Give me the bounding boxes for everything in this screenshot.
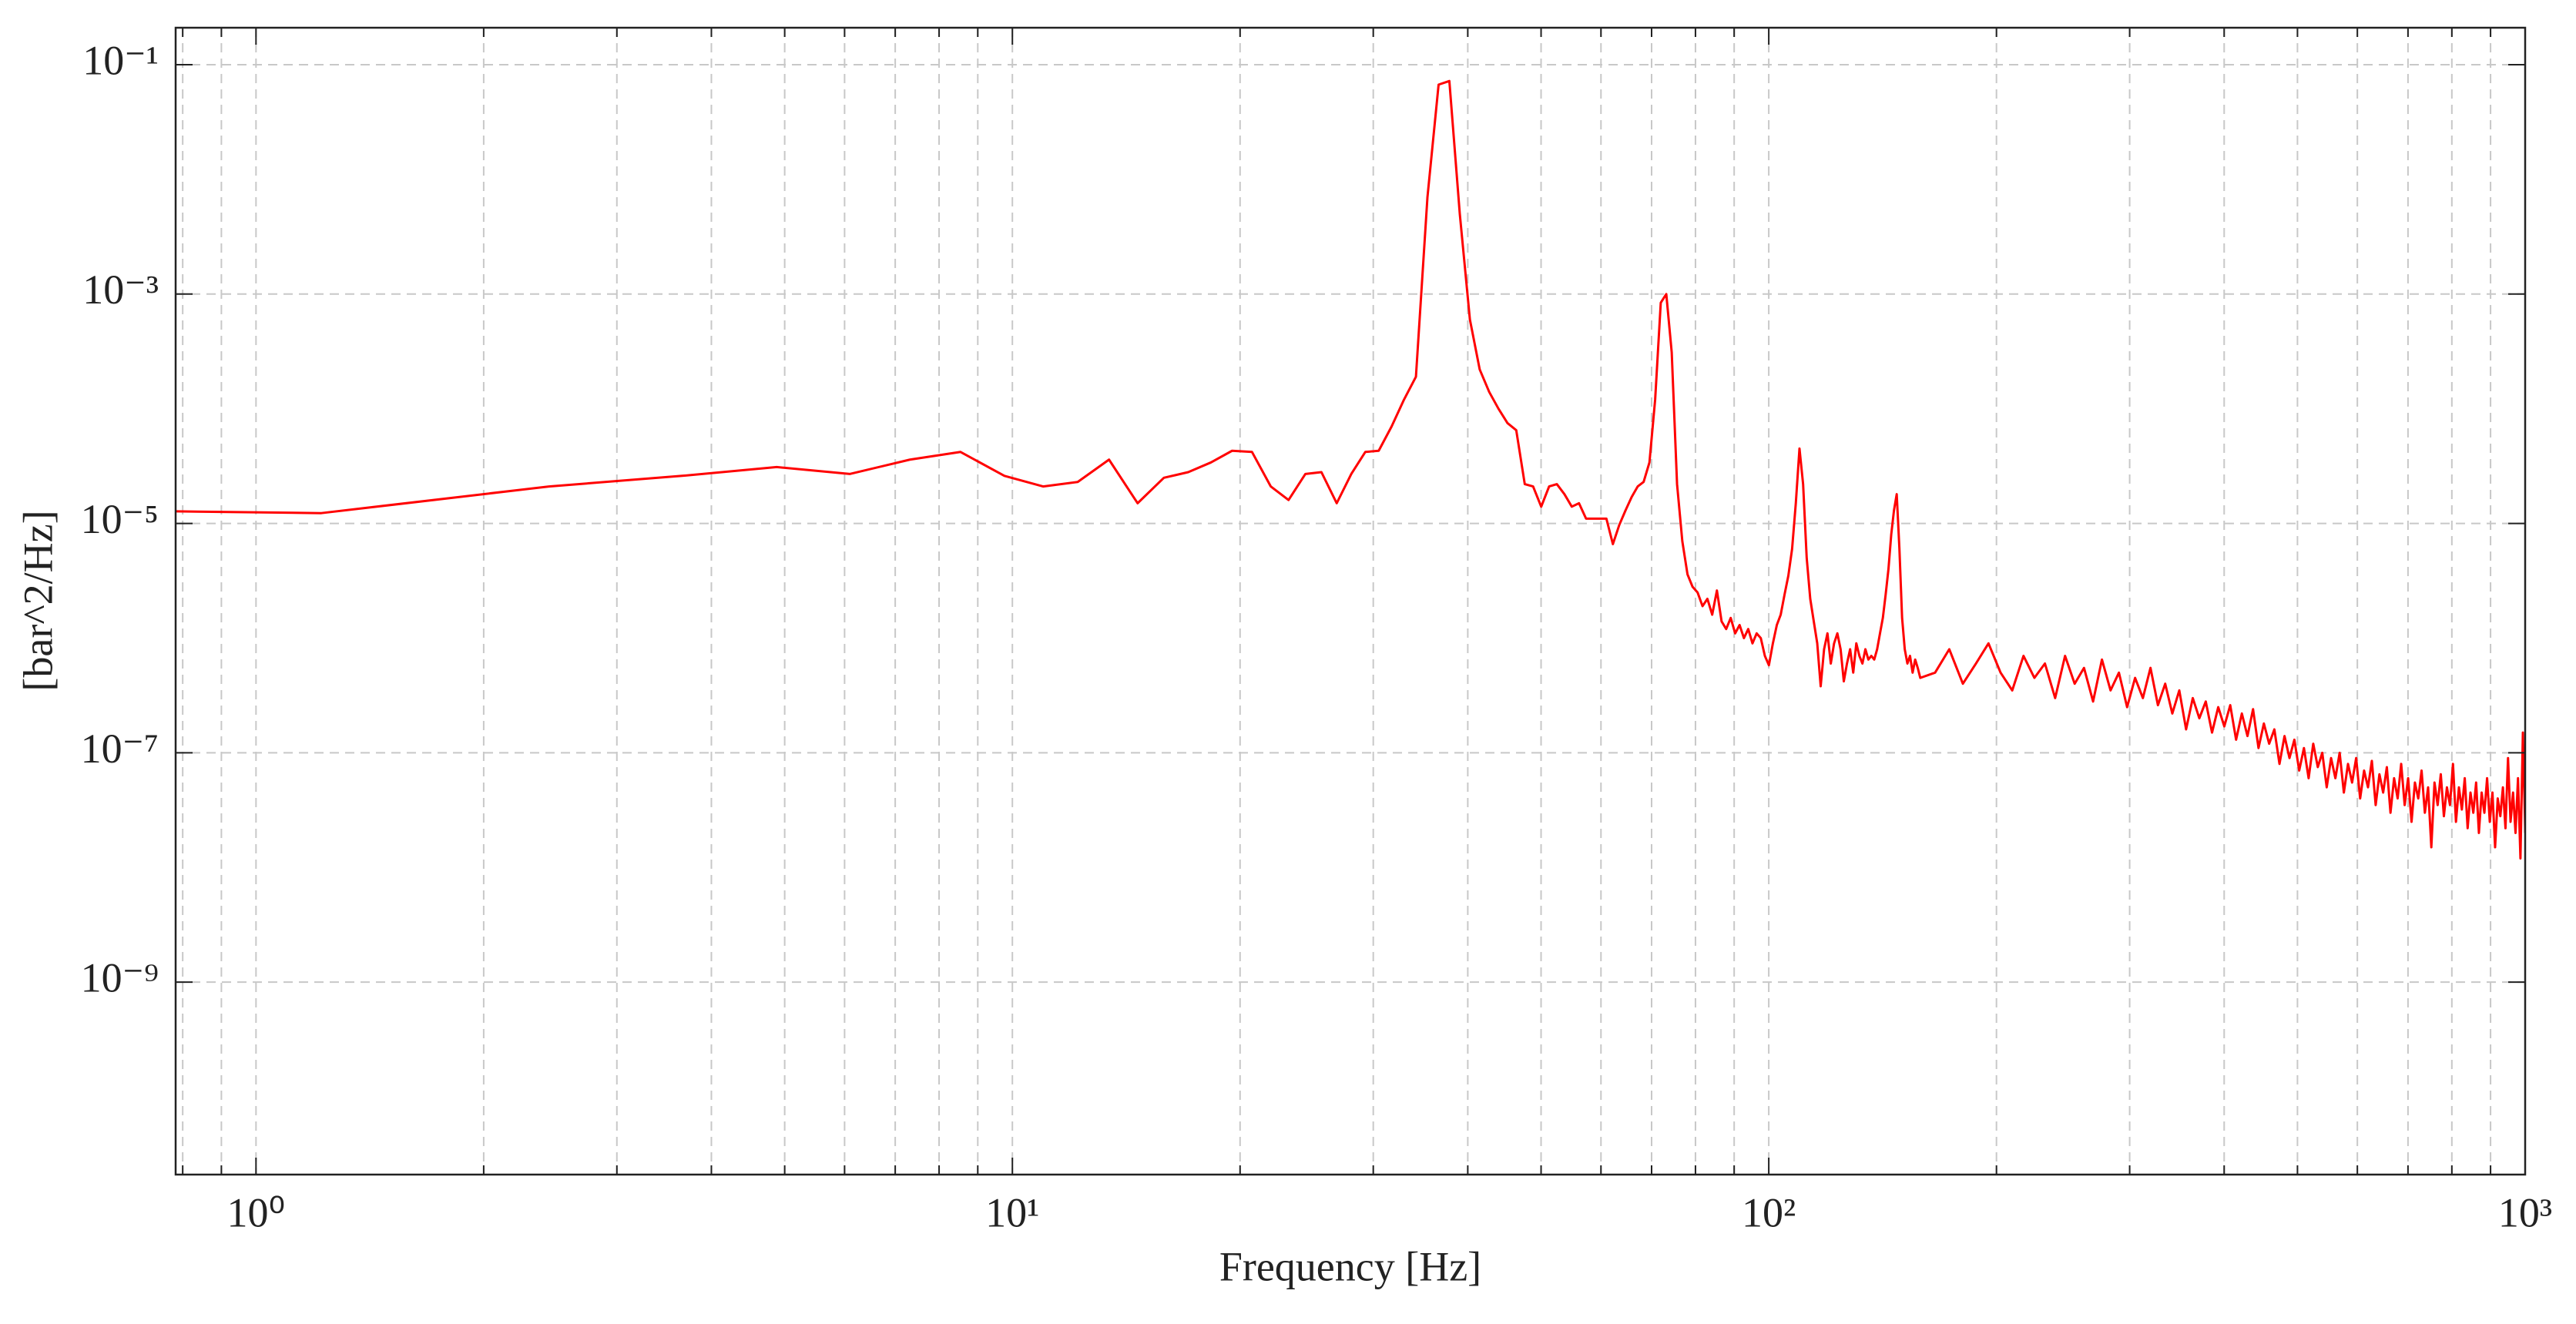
x-axis-label: Frequency [Hz] [1219, 1243, 1481, 1289]
grid-layer [176, 28, 2526, 1175]
psd-line [176, 79, 2525, 860]
x-tick-label: 10⁰ [226, 1189, 285, 1235]
y-tick-label: 10⁻⁵ [81, 496, 159, 542]
y-tick-label: 10⁻⁹ [81, 955, 159, 1001]
y-axis-label: [bar^2/Hz] [15, 510, 61, 691]
x-tick-label: 10² [1742, 1189, 1796, 1235]
y-tick-label: 10⁻⁷ [81, 726, 159, 772]
y-tick-label: 10⁻¹ [82, 37, 159, 83]
x-tick-label: 10¹ [985, 1189, 1039, 1235]
tick-layer: 10⁰ 10¹ 10² 10³ 10⁻⁹ 10⁻⁷ 10⁻⁵ 10⁻³ 10⁻¹ [81, 28, 2552, 1235]
y-tick-label: 10⁻³ [82, 266, 159, 313]
x-tick-label: 10³ [2498, 1189, 2552, 1235]
plot-frame [174, 26, 2527, 1176]
line-layer [176, 79, 2525, 860]
